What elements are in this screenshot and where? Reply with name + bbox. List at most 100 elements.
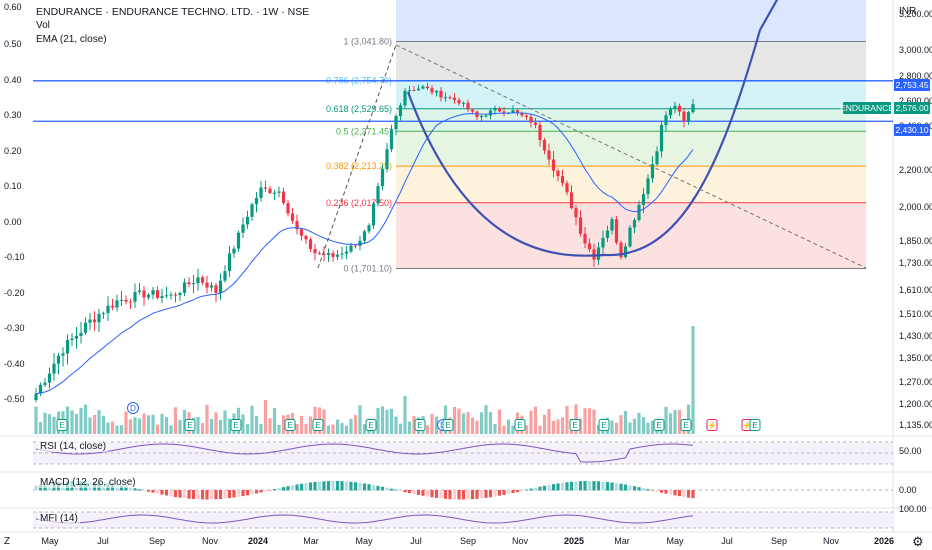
dividend-badge-icon [127, 402, 139, 414]
candle-body [461, 102, 466, 104]
candle-body [623, 246, 628, 258]
price-axis-tick: 1,270.00 [899, 377, 932, 387]
volume-bar [497, 409, 502, 434]
chart-legend: ENDURANCE · ENDURANCE TECHNO. LTD. · 1W … [36, 5, 309, 47]
macd-histogram-bar [506, 490, 511, 495]
time-axis-tick: May [355, 536, 373, 546]
volume-bar [538, 425, 542, 434]
time-axis-tick: Jul [721, 536, 733, 546]
macd-histogram-bar [389, 488, 394, 491]
macd-histogram-bar [340, 481, 344, 491]
volume-bar [533, 406, 538, 434]
volume-bar [137, 418, 142, 434]
settings-gear-icon[interactable]: ⚙ [912, 534, 924, 549]
volume-bar [623, 410, 628, 434]
candle-body [421, 86, 425, 89]
candle-body [673, 105, 677, 109]
event-badge-glyph: ⚡ [742, 420, 752, 430]
time-axis-tick: Nov [512, 536, 529, 546]
price-axis-tick: 1,350.00 [899, 353, 932, 363]
candle-body [430, 88, 434, 93]
candle-body [61, 353, 65, 356]
fib-level-label: 0.618 (2,529.65) [326, 104, 392, 114]
macd-histogram-bar [569, 481, 574, 491]
macd-axis-value: 0.00 [899, 485, 917, 495]
macd-histogram-bar [533, 487, 538, 491]
mfi-label[interactable]: MFI (14) [38, 513, 80, 524]
left-axis-tick: 0.00 [4, 217, 22, 227]
candle-body [515, 110, 520, 113]
fib-level-label: 0.236 (2,017.50) [326, 198, 392, 208]
candle-body [394, 115, 398, 130]
macd-histogram-bar [322, 481, 326, 491]
volume-bar [353, 415, 358, 434]
macd-histogram-bar [628, 485, 632, 491]
candle-body [434, 90, 439, 93]
macd-label[interactable]: MACD (12, 26, close) [38, 477, 138, 488]
volume-bar [380, 406, 385, 434]
volume-bar [214, 412, 218, 434]
candle-body [187, 282, 191, 285]
left-axis-tick: -0.20 [4, 288, 25, 298]
candle-body [281, 191, 286, 204]
candle-body [655, 151, 659, 165]
ema-line [35, 112, 694, 395]
event-badge-glyph: E [572, 421, 577, 430]
volume-bar [362, 424, 367, 434]
volume-bar [70, 410, 74, 434]
ema-label[interactable]: EMA (21, close) [36, 34, 107, 45]
candle-body [664, 115, 668, 125]
macd-histogram-bar [250, 490, 254, 495]
candle-body [668, 108, 673, 116]
volume-bar [128, 419, 133, 434]
candle-body [196, 277, 200, 284]
volume-bar [146, 415, 151, 434]
volume-bar [412, 416, 416, 434]
macd-histogram-bar [34, 485, 38, 491]
volume-bar [331, 424, 335, 434]
fib-level-label: 1 (3,041.80) [343, 36, 392, 46]
volume-bar [241, 414, 245, 434]
macd-histogram-bar [466, 490, 470, 500]
macd-histogram-bar [160, 490, 164, 495]
volume-bar [506, 419, 511, 434]
macd-histogram-bar [133, 488, 137, 491]
volume-bar [524, 425, 529, 434]
candle-body [601, 237, 605, 248]
volume-bar [425, 425, 430, 434]
macd-histogram-bar [362, 483, 367, 491]
macd-histogram-bar [182, 490, 187, 499]
volume-bar [250, 405, 254, 434]
zoom-icon[interactable]: Z [4, 536, 11, 547]
candle-body [331, 253, 335, 257]
volume-bar [169, 425, 173, 434]
candle-body [241, 224, 245, 233]
macd-histogram-bar [664, 490, 668, 494]
macd-histogram-bar [142, 490, 146, 491]
volume-bar [119, 425, 124, 434]
volume-bar [155, 424, 160, 434]
macd-histogram-bar [601, 481, 605, 491]
event-badge-glyph: E [417, 421, 422, 430]
volume-bar [281, 415, 286, 434]
macd-histogram-bar [349, 481, 353, 491]
volume-bar [263, 400, 268, 434]
candle-body [425, 86, 430, 89]
candle-body [106, 305, 110, 314]
macd-histogram-bar [605, 481, 610, 491]
candle-body [101, 313, 106, 315]
candle-body [178, 292, 182, 296]
earnings-badge-icon [680, 419, 692, 431]
rsi-label[interactable]: RSI (14, close) [38, 441, 109, 452]
candle-body [538, 124, 542, 141]
fib-level-label: 0.5 (2,371.45) [336, 126, 392, 136]
volume-label[interactable]: Vol [36, 20, 50, 31]
symbol-title[interactable]: ENDURANCE · ENDURANCE TECHNO. LTD. · 1W … [36, 6, 310, 18]
volume-bar [614, 422, 619, 434]
volume-bar [209, 418, 214, 434]
volume-bar [403, 396, 407, 434]
candle-body [173, 294, 178, 296]
fib-level-label: 0 (1,701.10) [343, 264, 392, 274]
volume-bar [205, 404, 209, 434]
